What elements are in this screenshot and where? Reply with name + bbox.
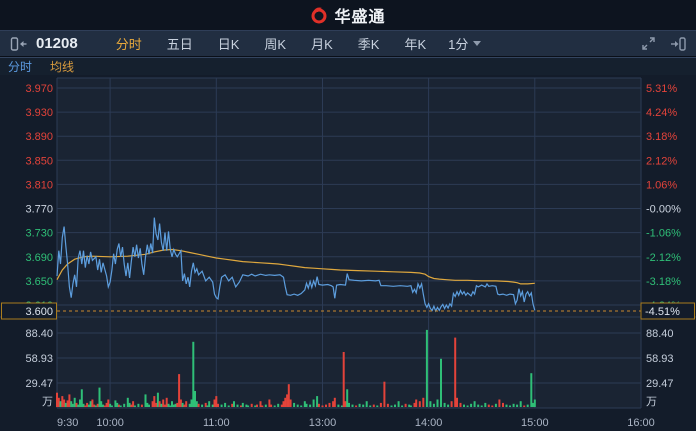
tab-minute[interactable]: 分时 bbox=[115, 37, 142, 52]
stock-code: 01208 bbox=[36, 35, 78, 52]
svg-text:15:00: 15:00 bbox=[521, 417, 549, 429]
svg-text:58.93: 58.93 bbox=[646, 353, 674, 365]
svg-text:-4.51%: -4.51% bbox=[645, 306, 680, 318]
svg-text:11:00: 11:00 bbox=[203, 417, 230, 429]
logo-text: 华盛通 bbox=[334, 9, 386, 26]
tab-monthly-k[interactable]: 月K bbox=[311, 37, 333, 52]
svg-text:万: 万 bbox=[42, 396, 53, 408]
volume-bars bbox=[56, 329, 536, 407]
svg-text:-1.06%: -1.06% bbox=[646, 228, 681, 240]
svg-text:3.730: 3.730 bbox=[25, 228, 53, 240]
tab-five-day[interactable]: 五日 bbox=[166, 37, 193, 52]
price-line bbox=[56, 217, 536, 313]
svg-text:3.930: 3.930 bbox=[25, 107, 53, 119]
svg-text:3.600: 3.600 bbox=[25, 306, 53, 318]
volume-axis-labels: 88.40 88.40 58.93 58.93 29.47 29.47 万 万 bbox=[25, 328, 673, 408]
svg-text:29.47: 29.47 bbox=[25, 378, 53, 390]
svg-text:4.24%: 4.24% bbox=[646, 107, 677, 119]
subtab-timeline[interactable]: 分时 bbox=[8, 60, 33, 74]
tab-quarterly-k[interactable]: 季K bbox=[357, 37, 380, 52]
chevron-down-icon bbox=[473, 41, 482, 46]
svg-text:13:00: 13:00 bbox=[309, 417, 337, 429]
svg-text:-0.00%: -0.00% bbox=[646, 204, 681, 216]
svg-text:3.18%: 3.18% bbox=[646, 131, 677, 143]
svg-text:16:00: 16:00 bbox=[627, 417, 655, 429]
collapse-left-icon[interactable] bbox=[10, 36, 28, 51]
svg-text:-2.12%: -2.12% bbox=[646, 252, 681, 264]
svg-text:3.850: 3.850 bbox=[25, 155, 53, 167]
interval-selector[interactable]: 1分 bbox=[448, 34, 482, 53]
huasheng-flame-logo-icon bbox=[311, 7, 327, 24]
svg-text:9:30: 9:30 bbox=[57, 417, 78, 429]
svg-text:3.810: 3.810 bbox=[25, 179, 53, 191]
top-logo-bar: 华盛通 bbox=[0, 0, 696, 30]
subtab-moving-average[interactable]: 均线 bbox=[50, 60, 75, 74]
overlay-subtabs: 分时 均线 bbox=[0, 57, 696, 75]
intraday-chart-canvas[interactable]: 3.970 3.930 3.890 3.850 3.810 3.770 3.730 3.690… bbox=[0, 75, 696, 431]
svg-text:58.93: 58.93 bbox=[25, 353, 53, 365]
svg-text:1.06%: 1.06% bbox=[646, 179, 677, 191]
svg-text:3.650: 3.650 bbox=[25, 276, 53, 288]
svg-text:2.12%: 2.12% bbox=[646, 155, 677, 167]
svg-text:3.770: 3.770 bbox=[25, 204, 53, 216]
tab-daily-k[interactable]: 日K bbox=[217, 37, 240, 52]
current-price-box: 3.600 bbox=[1, 302, 57, 320]
svg-text:88.40: 88.40 bbox=[25, 328, 53, 340]
svg-text:3.690: 3.690 bbox=[25, 252, 53, 264]
chart-grid bbox=[0, 77, 696, 409]
svg-text:万: 万 bbox=[646, 396, 657, 408]
current-change-box: -4.51% bbox=[640, 302, 695, 320]
period-tabs: 分时 五日 日K 周K 月K 季K 年K bbox=[116, 34, 426, 53]
dock-panel-right-icon[interactable] bbox=[670, 36, 686, 51]
tab-weekly-k[interactable]: 周K bbox=[264, 37, 287, 52]
svg-text:88.40: 88.40 bbox=[646, 328, 674, 340]
fullscreen-expand-icon[interactable] bbox=[641, 36, 656, 51]
toolbar-right-icons bbox=[641, 36, 686, 51]
tab-yearly-k[interactable]: 年K bbox=[404, 37, 427, 52]
interval-value: 1分 bbox=[448, 37, 469, 52]
svg-text:-3.18%: -3.18% bbox=[646, 276, 681, 288]
svg-text:3.970: 3.970 bbox=[25, 83, 53, 95]
svg-text:5.31%: 5.31% bbox=[646, 83, 677, 95]
time-axis-labels: 9:30 10:00 11:00 13:00 14:00 15:00 16:00 bbox=[57, 417, 655, 429]
svg-text:3.890: 3.890 bbox=[25, 131, 53, 143]
svg-text:10:00: 10:00 bbox=[96, 417, 124, 429]
svg-text:29.47: 29.47 bbox=[646, 378, 674, 390]
chart-toolbar: 01208 分时 五日 日K 周K 月K 季K 年K 1分 bbox=[0, 30, 696, 57]
svg-text:14:00: 14:00 bbox=[415, 417, 443, 429]
